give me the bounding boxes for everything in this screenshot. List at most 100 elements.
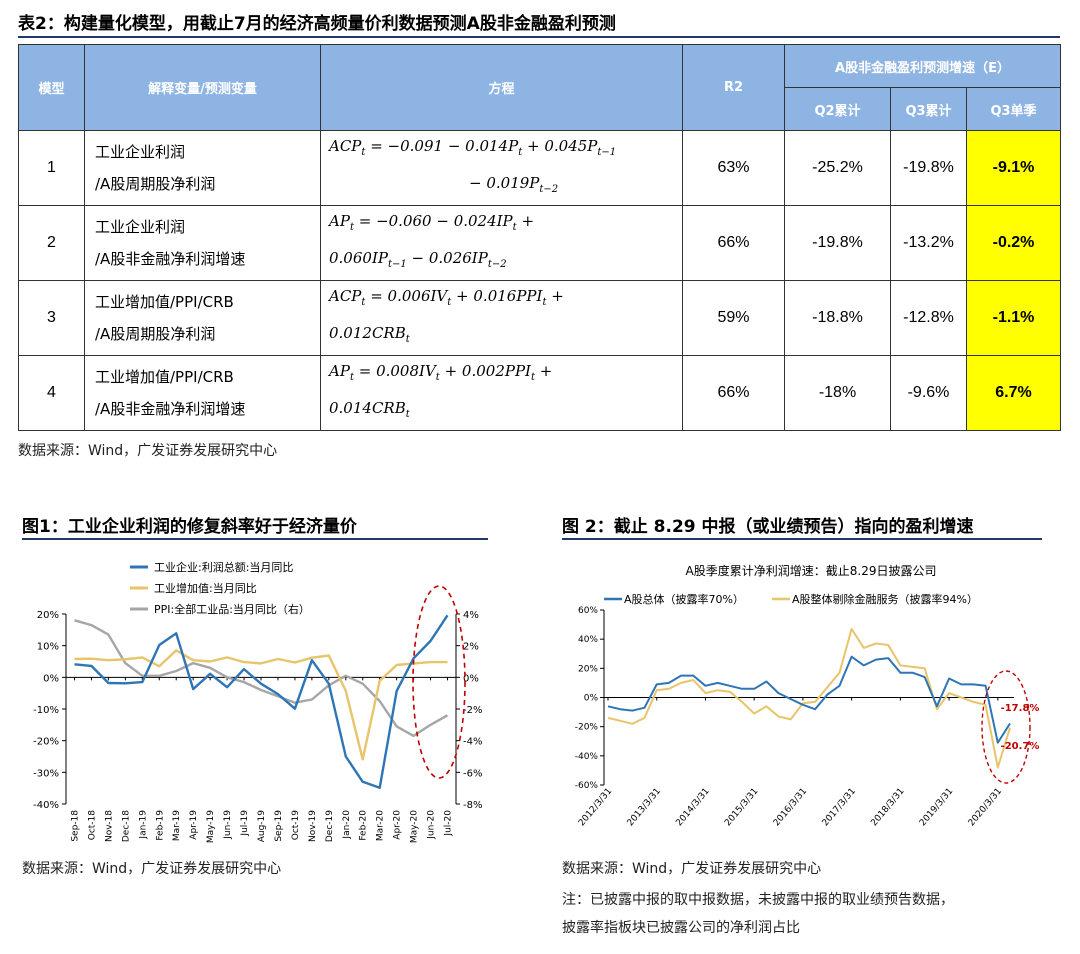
q2-cell: -18.8% [784,280,891,356]
fig2-highlight-ellipse [981,670,1031,784]
x-tick-label: Sep-19 [274,810,284,842]
var-line2: /A股非金融净利润增速 [95,250,246,268]
legend-profit: 工业企业:利润总额:当月同比 [154,560,293,574]
table-row: 4 工业增加值/PPI/CRB/A股非金融净利润增速 APt = 0.008IV… [18,355,1062,431]
x-tick-label: Dec-19 [325,810,335,842]
y-tick-label: 20% [578,664,598,674]
fig1-axes: 20% 10% 0% -10% -20% -30% -40% 4% 2% 0% -2% -4% -6% -… [33,610,482,843]
x-tick-label: Oct-19 [291,810,301,841]
table-source: 数据来源：Wind，广发证券发展研究中心 [18,443,278,459]
x-tick-label: 2018/3/31 [869,787,906,829]
y-tick-label: -30% [33,768,59,779]
x-tick-label: 2013/3/31 [626,787,663,829]
y-tick-label: 10% [37,642,59,653]
x-tick-label: Jul-20 [444,810,454,837]
var-line2: /A股周期股净利润 [95,175,216,193]
x-tick-label: Aug-19 [257,810,267,843]
x-tick-label: May-20 [410,810,420,843]
fig2-chart-title: A股季度累计净利润增速：截止8.29日披露公司 [686,563,937,578]
x-tick-label: Feb-19 [155,810,165,841]
y2-tick-label: -2% [463,705,482,716]
y2-tick-label: 0% [463,673,479,684]
legend-all: A股总体（披露率70%） [624,592,744,606]
all-a-share-line [607,655,1011,744]
q2-cell: -19.8% [784,205,891,281]
profit-line [74,614,449,790]
x-tick-label: 2016/3/31 [772,787,809,829]
fig2-title: 图 2：截止 8.29 中报（或业绩预告）指向的盈利增速 [562,517,974,537]
x-tick-label: 2012/3/31 [577,787,614,829]
q3-single-cell: -0.2% [965,205,1062,281]
x-tick-label: Jun-19 [223,810,233,840]
q2-cell: -18% [784,355,891,431]
fig1-chart: 工业企业:利润总额:当月同比 工业增加值:当月同比 PPI:全部工业品:当月同比… [33,560,482,843]
equation-cell: ACPt = 0.006IVt + 0.016PPIt +0.012CRBt [320,280,683,356]
x-tick-label: May-19 [206,810,216,843]
fig2-rule [562,538,1042,540]
var-line1: 工业企业利润 [95,218,186,236]
ex-financial-line [607,628,1011,769]
q3-single-cell: -9.1% [965,130,1062,206]
model-cell: 2 [18,205,85,281]
model-cell: 1 [18,130,85,206]
y-tick-label: 0% [584,694,599,704]
y-tick-label: -40% [575,752,599,762]
header-q2-cumulative: Q2累计 [784,87,891,131]
y-tick-label: -40% [33,800,59,811]
fig1-highlight-ellipse [412,585,466,779]
x-tick-label: Nov-18 [104,810,114,842]
x-tick-label: Apr-20 [393,810,403,840]
q3-cell: -13.2% [890,205,967,281]
var-line1: 工业增加值/PPI/CRB [95,293,234,311]
table-row: 1 工业企业利润/A股周期股净利润 ACPt = −0.091 − 0.014P… [18,130,1062,206]
var-line1: 工业增加值/PPI/CRB [95,368,234,386]
fig2-note-line1: 注：已披露中报的取中报数据，未披露中报的取业绩预告数据， [562,892,954,908]
q3-single-cell: -1.1% [965,280,1062,356]
y-tick-label: 0% [43,673,59,684]
r2-cell: 66% [682,355,785,431]
variables-cell: 工业增加值/PPI/CRB/A股周期股净利润 [84,280,321,356]
fig1-legend: 工业企业:利润总额:当月同比 工业增加值:当月同比 PPI:全部工业品:当月同比… [130,560,310,616]
y-tick-label: 20% [37,610,59,621]
var-line2: /A股周期股净利润 [95,325,216,343]
y2-tick-label: 2% [463,642,479,653]
x-tick-label: Dec-18 [121,810,131,842]
x-tick-label: Apr-19 [189,810,199,840]
variables-cell: 工业企业利润/A股周期股净利润 [84,130,321,206]
header-q3-cumulative: Q3累计 [890,87,967,131]
q3-cell: -12.8% [890,280,967,356]
r2-cell: 66% [682,205,785,281]
fig2-note-line2: 披露率指板块已披露公司的净利润占比 [562,920,800,936]
fig1-lines [74,614,449,790]
variables-cell: 工业企业利润/A股非金融净利润增速 [84,205,321,281]
fig2-source: 数据来源：Wind，广发证券发展研究中心 [562,861,822,877]
x-tick-label: Jul-19 [240,810,250,837]
var-line1: 工业企业利润 [95,143,186,161]
x-tick-label: 2015/3/31 [723,787,760,829]
fig2-chart: A股季度累计净利润增速：截止8.29日披露公司 A股总体（披露率70%） A股整… [575,563,1040,828]
fig2-lines [607,628,1011,769]
header-forecast-group: A股非金融盈利预测增速（E） [783,44,1062,88]
variables-cell: 工业增加值/PPI/CRB/A股非金融净利润增速 [84,355,321,431]
fig2-axes: 60% 40% 20% 0% -20% -40% -60%2012/3/31 2013/3/3… [575,606,1014,828]
legend-ppi: PPI:全部工业品:当月同比（右） [154,602,310,616]
x-tick-label: 2020/3/31 [967,787,1004,829]
fig2-note: 注：已披露中报的取中报数据，未披露中报的取业绩预告数据， 披露率指板块已披露公司… [562,886,954,942]
q3-single-cell: 6.7% [965,355,1062,431]
header-variables: 解释变量/预测变量 [84,44,321,131]
fig2-legend: A股总体（披露率70%） A股整体剔除金融服务（披露率94%） [604,592,978,606]
forecast-table: 模型 解释变量/预测变量 方程 R2 A股非金融盈利预测增速（E） Q2累计 Q… [18,44,1062,431]
r2-cell: 63% [682,130,785,206]
table-row: 3 工业增加值/PPI/CRB/A股周期股净利润 ACPt = 0.006IVt… [18,280,1062,356]
model-cell: 3 [18,280,85,356]
model-cell: 4 [18,355,85,431]
annotation-all: -20.7% [1001,741,1040,752]
q2-cell: -25.2% [784,130,891,206]
ppi-line [74,619,449,738]
x-tick-label: Mar-19 [172,810,182,841]
y-tick-label: -20% [33,737,59,748]
x-tick-label: 2017/3/31 [821,787,858,829]
x-tick-label: Sep-18 [70,810,80,842]
x-tick-label: Nov-19 [308,810,318,842]
header-model: 模型 [18,44,85,131]
